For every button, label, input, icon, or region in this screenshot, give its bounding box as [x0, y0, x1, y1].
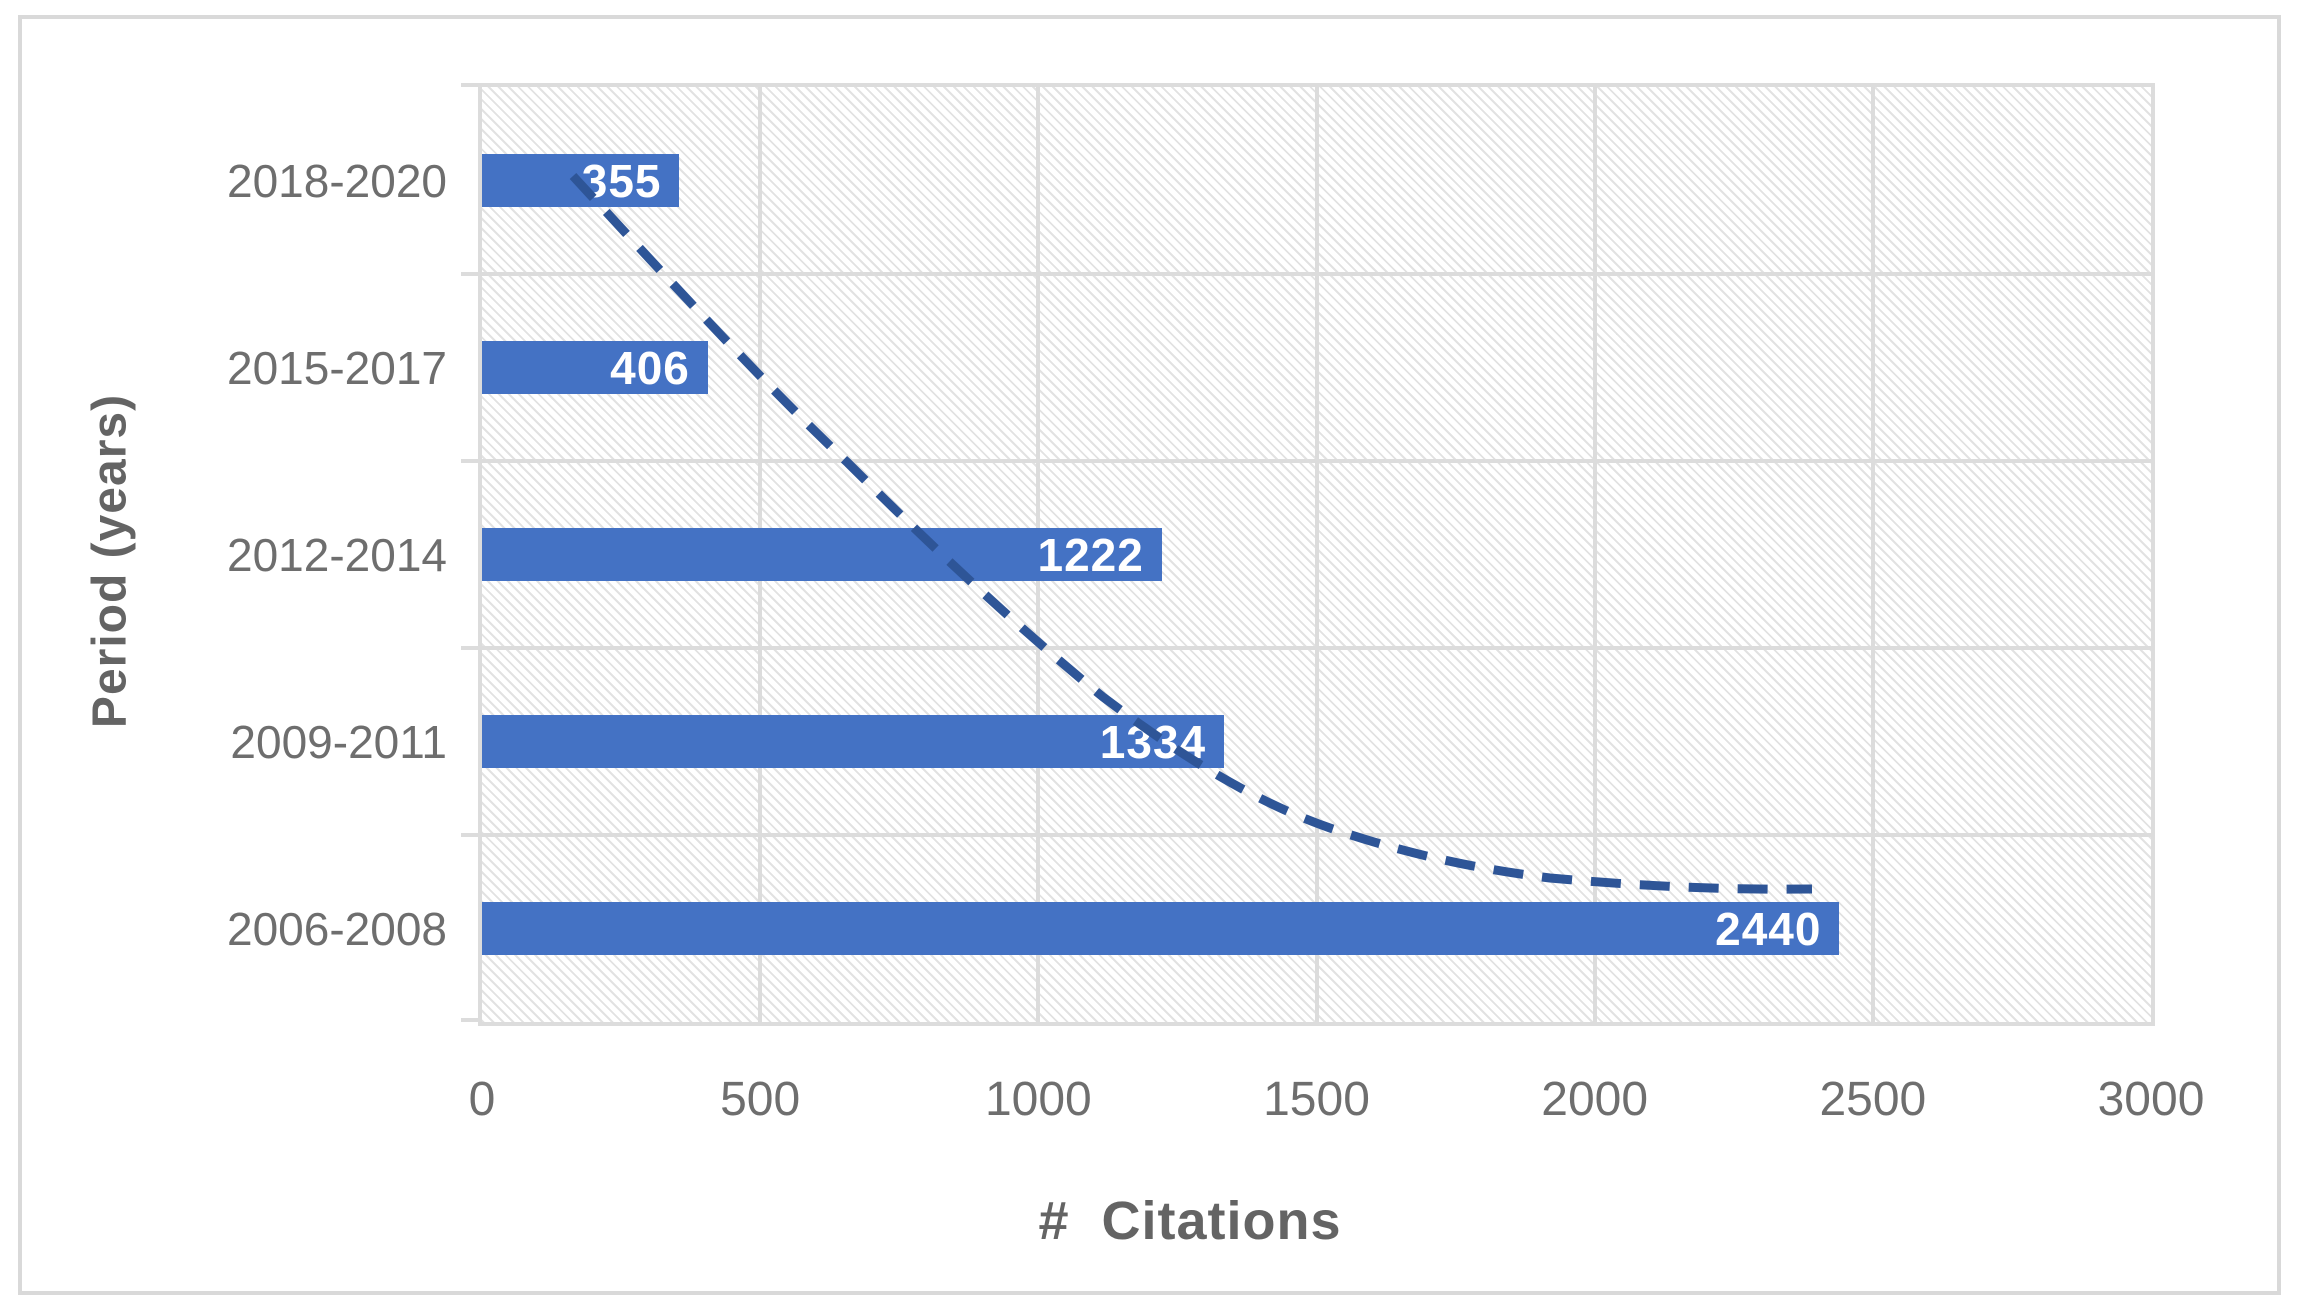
category-label-2006-2008: 2006-2008 — [227, 902, 447, 955]
axis-tick-mark — [461, 833, 480, 837]
x-tick-label-2000: 2000 — [1541, 1073, 1649, 1126]
y-axis-title: Period (years) — [83, 393, 137, 729]
vertical-gridline — [1314, 87, 1319, 1022]
bar-value-label: 1334 — [1099, 715, 1207, 768]
bar-value-label: 2440 — [1715, 902, 1822, 955]
axis-tick-mark — [461, 1018, 480, 1022]
x-tick-label-0: 0 — [468, 1073, 496, 1126]
bar-value-label: 355 — [581, 154, 662, 207]
category-label-2015-2017: 2015-2017 — [227, 341, 447, 394]
vertical-gridline — [1592, 87, 1597, 1022]
horizontal-gridline — [482, 833, 2151, 837]
horizontal-gridline — [482, 459, 2151, 463]
axis-tick-mark — [461, 272, 480, 276]
bar-2012-2014: 1222 — [482, 528, 1162, 581]
x-axis-title: # Citations — [1038, 1191, 1342, 1251]
axis-tick-mark — [461, 83, 480, 87]
bar-2009-2011: 1334 — [482, 715, 1225, 768]
plot-area: 355 406 1222 1334 2440 — [478, 83, 2155, 1026]
vertical-gridline — [1870, 87, 1875, 1022]
bar-2006-2008: 2440 — [482, 902, 1840, 955]
x-tick-label-2500: 2500 — [1819, 1073, 1927, 1126]
bar-value-label: 406 — [610, 341, 690, 394]
horizontal-gridline — [482, 646, 2151, 650]
x-tick-label-1500: 1500 — [1263, 1073, 1370, 1126]
bar-2015-2017: 406 — [482, 341, 708, 394]
category-label-2009-2011: 2009-2011 — [230, 715, 447, 768]
category-label-2018-2020: 2018-2020 — [227, 154, 447, 207]
x-tick-label-1000: 1000 — [984, 1073, 1092, 1126]
horizontal-gridline — [482, 272, 2151, 276]
x-tick-label-500: 500 — [720, 1073, 801, 1126]
x-tick-label-3000: 3000 — [2097, 1073, 2205, 1126]
axis-tick-mark — [461, 646, 480, 650]
category-label-2012-2014: 2012-2014 — [227, 528, 447, 581]
axis-tick-mark — [461, 459, 480, 463]
bar-2018-2020: 355 — [482, 154, 680, 207]
bar-value-label: 1222 — [1037, 528, 1144, 581]
